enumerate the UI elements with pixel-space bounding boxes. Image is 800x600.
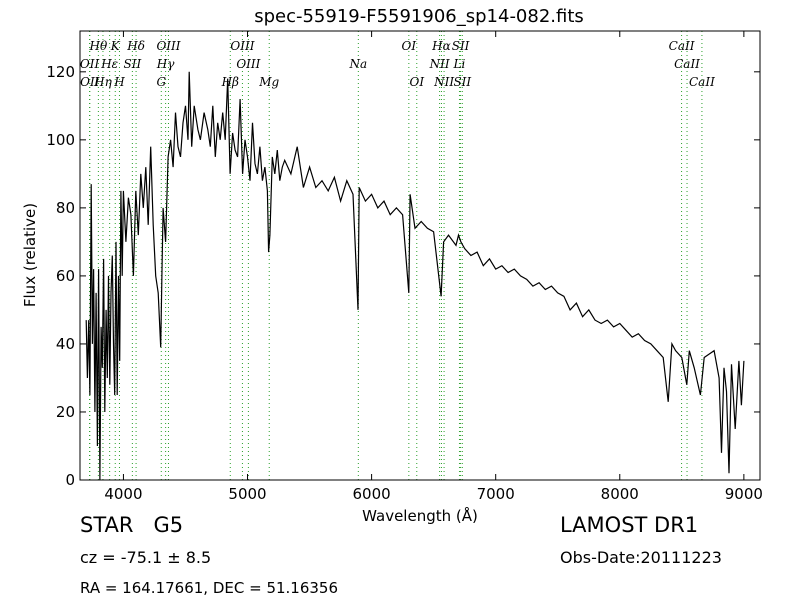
- emission-line-label: SII: [452, 39, 470, 53]
- emission-line-label: Hε: [100, 57, 118, 71]
- x-axis-label: Wavelength (Å): [362, 506, 478, 525]
- emission-line-label: OIII: [156, 39, 180, 53]
- plot-frame: [79, 30, 761, 481]
- survey-label: LAMOST DR1: [560, 513, 699, 537]
- emission-line-label: CaII: [689, 75, 715, 89]
- emission-line-label: OI: [409, 75, 424, 89]
- y-tick-label: 40: [56, 335, 75, 353]
- emission-line-label: OII: [80, 75, 100, 89]
- spectrum-series: [85, 71, 745, 481]
- emission-line-label: OIII: [230, 39, 254, 53]
- emission-line-label: OIII: [236, 57, 260, 71]
- y-tick-label: 0: [65, 471, 75, 489]
- y-axis-ticks: 0 20 40 60 80 100 120: [46, 63, 760, 489]
- emission-line-label: SII: [124, 57, 142, 71]
- emission-line-label: Mg: [258, 75, 279, 89]
- redshift-info: cz = -75.1 ± 8.5: [80, 548, 212, 567]
- x-tick-label: 6000: [353, 485, 391, 503]
- emission-line-label: Hγ: [156, 57, 175, 71]
- emission-line-label: CaII: [674, 57, 700, 71]
- emission-line-markers: [89, 31, 703, 480]
- emission-line-label: NII: [429, 57, 450, 71]
- observation-date: Obs-Date:20111223: [560, 548, 722, 567]
- emission-line-label: Hθ: [89, 39, 108, 53]
- emission-line-label: Na: [349, 57, 368, 71]
- y-axis-label: Flux (relative): [21, 203, 39, 307]
- y-tick-label: 20: [56, 403, 75, 421]
- y-tick-label: 120: [46, 63, 75, 81]
- coordinates-info: RA = 164.17661, DEC = 51.16356: [80, 579, 339, 597]
- y-tick-label: 60: [56, 267, 75, 285]
- x-axis-ticks: 4000 5000 6000 7000 8000 9000: [104, 31, 763, 503]
- emission-line-label: Hβ: [221, 75, 239, 89]
- x-tick-label: 4000: [104, 485, 142, 503]
- emission-line-label: Hδ: [126, 39, 145, 53]
- object-class: STAR G5: [80, 513, 183, 537]
- emission-line-label: Li: [453, 57, 466, 71]
- emission-line-label: H: [113, 75, 125, 89]
- emission-line-label: SII: [453, 75, 471, 89]
- y-tick-label: 80: [56, 199, 75, 217]
- emission-line-label: Hα: [431, 39, 451, 53]
- y-tick-label: 100: [46, 131, 75, 149]
- x-tick-label: 5000: [228, 485, 266, 503]
- emission-line-label: NII: [433, 75, 454, 89]
- object-class-label: STAR: [80, 513, 134, 537]
- emission-line-label: K: [110, 39, 121, 53]
- emission-line-label: OI: [402, 39, 417, 53]
- chart-title: spec-55919-F5591906_sp14-082.fits: [254, 6, 584, 27]
- x-tick-label: 9000: [725, 485, 763, 503]
- emission-line-label: G: [156, 75, 166, 89]
- emission-line-label: CaII: [669, 39, 695, 53]
- x-tick-label: 8000: [601, 485, 639, 503]
- object-subclass-label: G5: [153, 513, 184, 537]
- emission-line-label: Hη: [93, 75, 112, 89]
- x-tick-label: 7000: [477, 485, 515, 503]
- emission-line-label: OII: [80, 57, 100, 71]
